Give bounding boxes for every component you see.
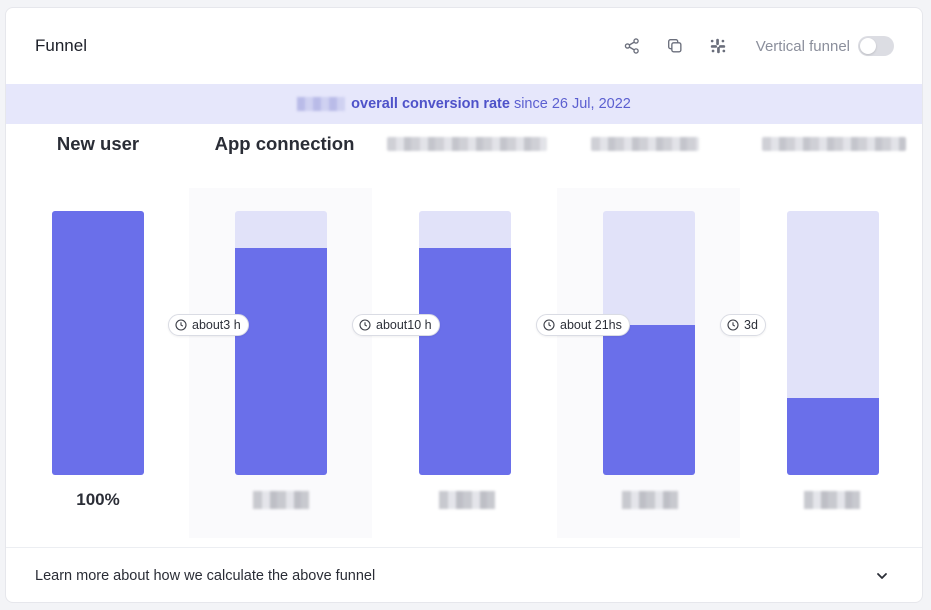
bar-fill — [52, 211, 144, 475]
redacted-step-count — [804, 491, 860, 509]
footer-text: Learn more about how we calculate the ab… — [35, 568, 376, 584]
redacted-step-count — [253, 491, 309, 509]
step-header-5 — [758, 126, 910, 162]
step-header-2: App connection — [202, 126, 367, 162]
vertical-funnel-toggle[interactable] — [858, 36, 894, 56]
toggle-knob — [860, 38, 876, 54]
step-header-1: New user — [38, 126, 158, 162]
redacted-step-label — [387, 137, 547, 151]
clock-icon — [543, 319, 555, 331]
clock-icon — [727, 319, 739, 331]
chevron-down-icon[interactable] — [874, 568, 890, 584]
conversion-rate-label: overall conversion rate — [351, 96, 510, 112]
step-label: App connection — [214, 133, 355, 154]
bar-fill — [419, 247, 511, 475]
funnel-bar-5[interactable] — [787, 211, 879, 475]
redacted-step-count — [439, 491, 495, 509]
share-icon[interactable] — [621, 35, 643, 57]
clock-icon — [175, 319, 187, 331]
clock-icon — [359, 319, 371, 331]
redacted-step-count — [622, 491, 678, 509]
redacted-rate — [297, 97, 346, 111]
time-label: 3d — [744, 318, 758, 332]
step-header-4 — [586, 126, 704, 162]
step-header-3 — [386, 126, 548, 162]
funnel-bar-4[interactable] — [603, 211, 695, 475]
bar-fill — [787, 398, 879, 475]
funnel-bar-3[interactable] — [419, 211, 511, 475]
bar-fill — [603, 324, 695, 475]
step-label: New user — [56, 133, 140, 154]
redacted-step-label — [591, 137, 699, 151]
time-to-convert-pill[interactable]: about 21hs — [536, 314, 630, 336]
time-to-convert-pill[interactable]: about3 h — [168, 314, 249, 336]
funnel-card: Funnel Vertical funnel — [5, 7, 923, 603]
card-title: Funnel — [35, 36, 87, 55]
funnel-explanation-accordion[interactable]: Learn more about how we calculate the ab… — [6, 547, 922, 602]
bar-fill — [235, 247, 327, 475]
time-to-convert-pill[interactable]: about10 h — [352, 314, 440, 336]
card-header: Funnel Vertical funnel — [6, 8, 922, 84]
copy-icon[interactable] — [664, 35, 686, 57]
time-to-convert-pill[interactable]: 3d — [720, 314, 766, 336]
redacted-step-label — [762, 137, 906, 151]
conversion-since: since 26 Jul, 2022 — [513, 96, 631, 112]
slack-icon[interactable] — [707, 35, 729, 57]
funnel-bar-2[interactable] — [235, 211, 327, 475]
time-label: about3 h — [192, 318, 241, 332]
time-label: about10 h — [376, 318, 432, 332]
step-percent: 100% — [76, 490, 120, 509]
vertical-funnel-label: Vertical funnel — [755, 37, 850, 55]
time-label: about 21hs — [560, 318, 622, 332]
funnel-bar-1[interactable] — [52, 211, 144, 475]
conversion-banner: overall conversion rate since 26 Jul, 20… — [6, 84, 922, 124]
